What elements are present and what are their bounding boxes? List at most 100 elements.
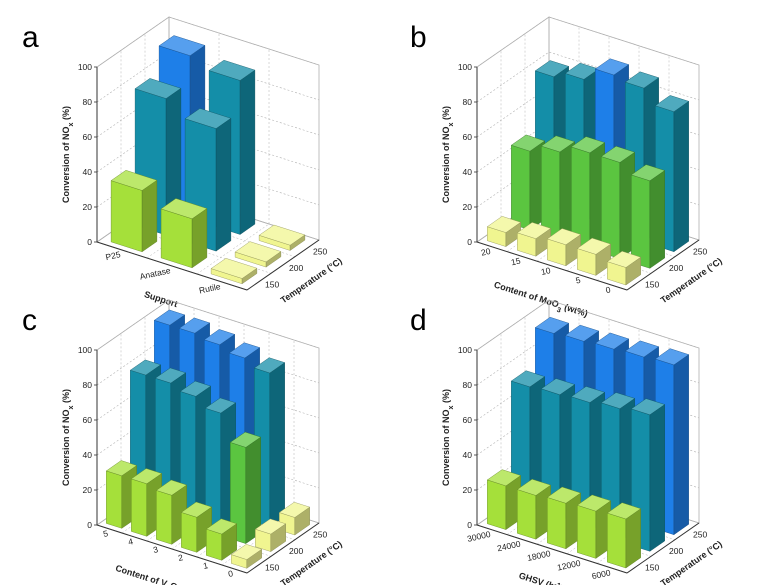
bar-front-face	[511, 144, 531, 231]
y-axis	[246, 522, 320, 574]
gridline	[476, 299, 700, 351]
z-axis-label: Conversion of NOx (%)	[441, 389, 455, 486]
bar-side-face	[239, 69, 256, 235]
z-tick-label: 80	[83, 97, 93, 107]
z-tick-label: 80	[463, 97, 473, 107]
bar-top-face	[229, 431, 262, 448]
bar	[510, 134, 546, 231]
y-axis	[626, 239, 700, 291]
y-axis	[626, 522, 700, 574]
bar-top-face	[564, 324, 600, 342]
bar-front-face	[181, 512, 198, 553]
gridline	[96, 299, 320, 351]
y-axis	[246, 239, 320, 291]
z-tick-label: 20	[83, 485, 93, 495]
bar-top-face	[516, 478, 552, 496]
bar-top-face	[654, 95, 690, 112]
bar-top-face	[510, 134, 546, 152]
x-tick-label: 2	[177, 552, 184, 563]
x-axis	[476, 524, 628, 574]
bar-top-face	[205, 518, 238, 535]
bar-side-face	[649, 170, 665, 269]
z-tick-label: 100	[78, 62, 92, 72]
bar-top-face	[179, 380, 212, 397]
x-tick-label: 10	[540, 265, 552, 277]
bar	[486, 469, 522, 530]
bar	[516, 478, 552, 540]
z-tick-label: 60	[463, 415, 473, 425]
bar-side-face	[269, 362, 285, 528]
gridline	[96, 16, 320, 68]
z-tick-label: 60	[83, 132, 93, 142]
bar	[576, 494, 612, 559]
bar-top-face	[254, 518, 287, 535]
bar-side-face	[673, 100, 689, 253]
bar-top-face	[546, 228, 582, 246]
bar-top-face	[534, 316, 570, 334]
bar	[540, 135, 576, 240]
z-axis-label: Conversion of NOx (%)	[61, 106, 75, 203]
bar-top-face	[278, 501, 311, 518]
bar	[254, 518, 287, 552]
bar	[210, 258, 258, 285]
bar-front-face	[487, 479, 507, 530]
bar	[229, 431, 262, 544]
y-tick-label: 150	[645, 280, 659, 290]
bar-top-face	[534, 60, 570, 78]
bar-front-face	[160, 208, 193, 269]
bar-side-face	[649, 404, 665, 552]
gridline	[96, 51, 320, 103]
x-tick-label: Rutile	[198, 281, 222, 295]
bar-top-face	[154, 367, 187, 384]
bar	[570, 136, 606, 250]
bar-top-face	[110, 170, 158, 191]
bar-top-face	[230, 544, 263, 560]
bar	[510, 370, 546, 514]
x-axis	[476, 241, 628, 291]
x-tick-label: 1	[202, 560, 209, 571]
x-tick-label: 6000	[591, 567, 612, 581]
bar-side-face	[215, 117, 232, 252]
bar	[486, 216, 522, 247]
y-tick-label: 200	[669, 263, 683, 273]
bar-top-face	[594, 332, 630, 350]
bar-top-face	[486, 469, 522, 487]
bar-top-face	[234, 241, 282, 263]
z-tick-label: 20	[83, 202, 93, 212]
bar-front-face	[517, 489, 537, 540]
bar-top-face	[630, 398, 666, 416]
z-axis-label: Conversion of NOx (%)	[61, 389, 75, 486]
bar-top-face	[184, 108, 232, 129]
bar-top-face	[158, 35, 206, 56]
z-tick-label: 40	[463, 167, 473, 177]
bar-side-face	[141, 179, 158, 253]
bar-top-face	[576, 237, 612, 255]
x-tick-label: 12000	[556, 558, 581, 573]
x-tick-label: 18000	[526, 548, 551, 563]
z-tick-label: 20	[463, 485, 473, 495]
x-tick-label: 5	[575, 275, 582, 286]
bar-top-face	[130, 468, 163, 485]
bar	[160, 198, 208, 269]
bar	[230, 544, 263, 569]
bar-front-face	[547, 497, 567, 550]
z-tick-label: 80	[83, 380, 93, 390]
z-tick-label: 0	[467, 520, 472, 530]
x-tick-label: 30000	[466, 529, 491, 544]
x-tick-label: Anatase	[139, 265, 172, 281]
bar-top-face	[155, 479, 188, 496]
y-tick-label: 150	[645, 563, 659, 573]
bar-top-face	[600, 392, 636, 409]
bar-top-face	[546, 486, 582, 504]
z-tick-label: 100	[458, 345, 472, 355]
bar-top-face	[576, 494, 612, 512]
bar-top-face	[160, 198, 208, 220]
y-tick-label: 150	[265, 280, 279, 290]
bar-top-face	[258, 224, 306, 246]
y-tick-label: 250	[693, 246, 707, 256]
x-axis	[96, 241, 248, 291]
bar	[234, 241, 282, 268]
z-tick-label: 0	[467, 237, 472, 247]
x-tick-label: 3	[152, 544, 159, 555]
gridline	[196, 223, 270, 275]
